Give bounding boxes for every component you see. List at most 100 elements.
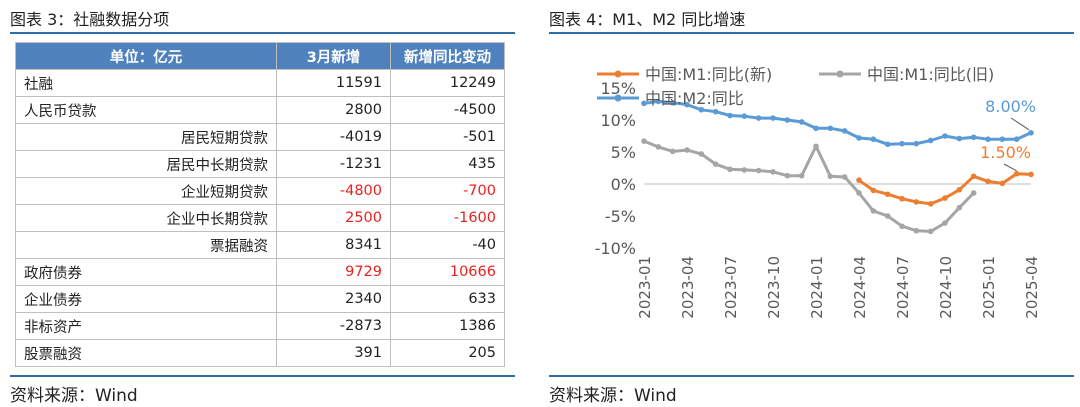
data-point: [870, 136, 877, 142]
data-point: [913, 140, 920, 147]
data-point: [927, 201, 934, 207]
data-point: [841, 128, 848, 134]
data-point: [755, 115, 762, 121]
row-label: 股票融资: [15, 339, 277, 367]
table-title: 图表 3：社融数据分项: [10, 10, 170, 29]
header-unit: 单位：亿元: [15, 42, 277, 70]
data-point: [669, 148, 676, 155]
data-point: [841, 174, 848, 180]
data-point: [655, 144, 662, 150]
row-label: 企业中长期贷款: [15, 204, 277, 232]
data-point: [856, 135, 862, 141]
table-row: 企业短期贷款 -4800 -700: [15, 177, 505, 205]
data-point: [684, 101, 690, 108]
row-label: 政府债券: [15, 258, 277, 286]
data-point: [1028, 130, 1034, 136]
x-tick-label: 2023-01: [636, 256, 654, 319]
row-label: 票据融资: [15, 231, 277, 259]
y-tick-label: -5%: [605, 207, 636, 226]
data-point: [927, 137, 934, 144]
data-point: [827, 173, 834, 180]
source-divider: [10, 375, 515, 377]
data-point: [913, 199, 920, 205]
data-point: [927, 228, 934, 235]
data-point: [856, 177, 862, 183]
x-tick-label: 2024-10: [937, 256, 955, 319]
data-point: [684, 147, 690, 153]
title-divider: [549, 32, 1074, 34]
data-point: [985, 136, 991, 142]
table-source: 资料来源：Wind: [10, 386, 138, 406]
legend-marker: [614, 94, 622, 102]
row-label: 企业债券: [15, 285, 277, 313]
data-point: [741, 167, 748, 173]
legend-label: 中国:M1:同比(旧): [867, 65, 994, 84]
table-row: 企业中长期贷款 2500 -1600: [15, 204, 505, 232]
table-row: 企业债券 2340 633: [15, 285, 505, 313]
yoy-change-value: 10666: [390, 258, 505, 286]
annotation-leader: [1010, 117, 1030, 131]
yoy-change-value: 435: [390, 150, 505, 178]
yoy-change-value: 205: [390, 339, 505, 367]
data-point: [755, 167, 762, 174]
table-header-row: 单位：亿元 3月新增 新增同比变动: [15, 42, 505, 70]
table-row: 票据融资 8341 -40: [15, 231, 505, 259]
data-point: [712, 161, 719, 167]
data-point: [899, 140, 905, 147]
data-point: [1013, 136, 1020, 142]
data-point: [1028, 171, 1034, 178]
data-point: [727, 112, 733, 119]
data-point: [884, 213, 891, 219]
data-point: [698, 151, 705, 157]
data-point: [784, 117, 791, 123]
march-new-value: 2800: [276, 96, 391, 124]
march-new-value: -4019: [276, 123, 391, 151]
yoy-change-value: -1600: [390, 204, 505, 232]
data-point: [999, 180, 1006, 187]
legend-marker: [614, 70, 622, 78]
data-point: [942, 195, 948, 201]
table-row: 股票融资 391 205: [15, 339, 505, 367]
source-divider: [549, 375, 1074, 377]
table-row: 居民中长期贷款 -1231 435: [15, 150, 505, 178]
yoy-change-value: -40: [390, 231, 505, 259]
data-point: [1013, 170, 1020, 177]
data-point: [770, 115, 776, 121]
annotation-leader: [1003, 163, 1017, 172]
data-point: [899, 195, 905, 202]
yoy-change-value: -501: [390, 123, 505, 151]
legend-label: 中国:M2:同比: [645, 89, 744, 108]
data-point: [956, 186, 963, 193]
data-point: [813, 125, 819, 132]
data-point: [884, 191, 891, 198]
chart-title: 图表 4：M1、M2 同比增速: [549, 10, 746, 29]
data-point: [698, 106, 705, 113]
y-tick-label: 10%: [600, 111, 636, 130]
data-point: [641, 138, 647, 144]
row-label: 居民中长期贷款: [15, 150, 277, 178]
data-point: [884, 141, 891, 148]
data-point: [813, 143, 819, 150]
row-label: 企业短期贷款: [15, 177, 277, 205]
header-march-new: 3月新增: [276, 42, 391, 70]
data-point: [970, 190, 977, 196]
row-label: 非标资产: [15, 312, 277, 340]
table-row: 社融 11591 12249: [15, 69, 505, 97]
data-point: [798, 119, 805, 125]
yoy-change-value: 1386: [390, 312, 505, 340]
y-tick-label: 5%: [611, 143, 636, 162]
legend-label: 中国:M1:同比(新): [645, 65, 772, 84]
social-financing-table: 单位：亿元 3月新增 新增同比变动 社融 11591 12249 人民币贷款 2800-…: [15, 42, 505, 367]
annotation-m1-label: 1.50%: [980, 143, 1031, 162]
x-tick-label: 2023-10: [765, 256, 783, 319]
x-tick-label: 2024-01: [808, 256, 826, 319]
march-new-value: -4800: [276, 177, 391, 205]
header-yoy-change: 新增同比变动: [390, 42, 505, 70]
row-label: 人民币贷款: [15, 96, 277, 124]
data-point: [641, 100, 647, 107]
data-point: [669, 99, 676, 106]
march-new-value: 8341: [276, 231, 391, 259]
table-row: 非标资产 -2873 1386: [15, 312, 505, 340]
march-new-value: 391: [276, 339, 391, 367]
data-point: [899, 223, 905, 230]
